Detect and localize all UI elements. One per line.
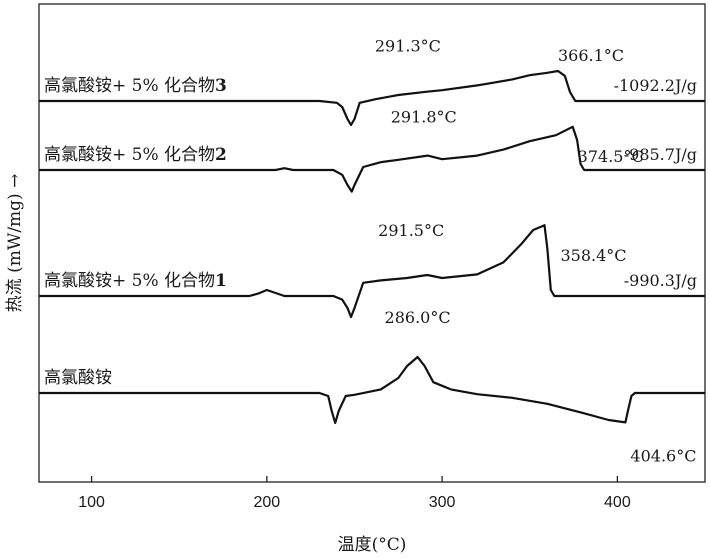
peak-label: 404.6°C — [630, 446, 696, 465]
series-name-label: 高氯酸铵+ 5% 化合物3 — [44, 76, 227, 96]
peak-label: 286.0°C — [385, 308, 451, 327]
series-name-label: 高氯酸铵+ 5% 化合物1 — [44, 271, 227, 291]
y-axis-label: 热流 (mW/mg) → — [5, 174, 25, 313]
peak-label: 366.1°C — [558, 46, 624, 65]
enthalpy-label: -990.3J/g — [624, 271, 697, 290]
x-axis-ticks: 100 200 300 400 — [78, 476, 631, 511]
series-line-4 — [39, 357, 705, 423]
peak-label: 374.5°C — [578, 147, 644, 166]
series-name-label: 高氯酸铵+ 5% 化合物2 — [44, 145, 227, 165]
peak-label: 291.3°C — [375, 37, 441, 56]
x-tick-label: 200 — [253, 494, 280, 511]
series-name-label: 高氯酸铵 — [44, 368, 112, 388]
enthalpy-label: -1092.2J/g — [614, 76, 697, 95]
peak-label: 291.5°C — [378, 221, 444, 240]
peak-label: 291.8°C — [391, 108, 457, 127]
series-labels: 高氯酸铵+ 5% 化合物3-1092.2J/g高氯酸铵+ 5% 化合物2-985… — [44, 76, 697, 388]
x-tick-label: 300 — [429, 494, 456, 511]
x-tick-label: 400 — [604, 494, 631, 511]
peak-label: 358.4°C — [560, 246, 626, 265]
x-tick-label: 100 — [78, 494, 105, 511]
x-axis-label: 温度(°C) — [338, 535, 407, 555]
